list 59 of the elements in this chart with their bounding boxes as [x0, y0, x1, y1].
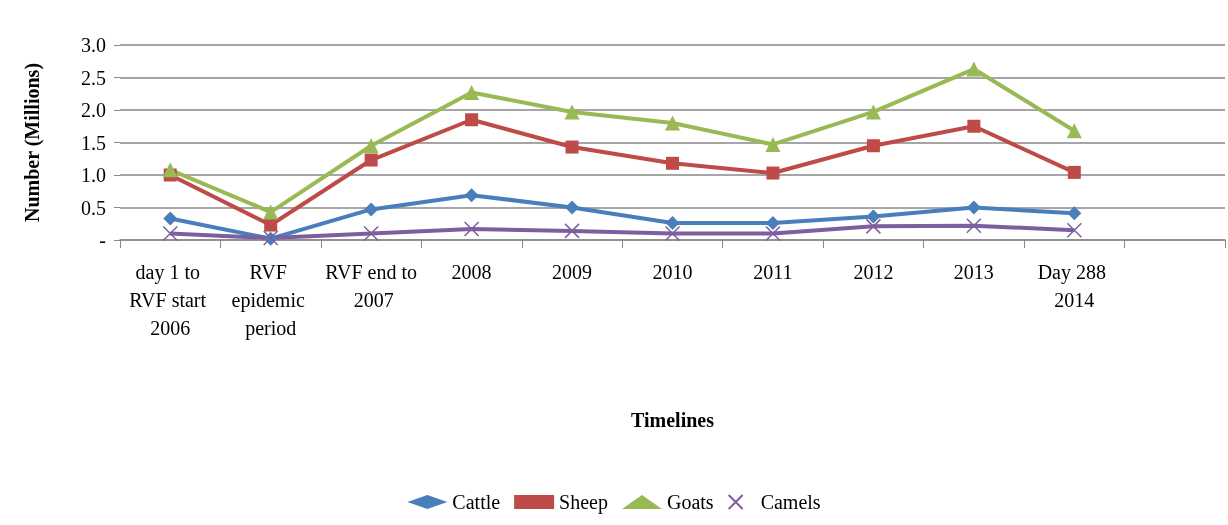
- point: [564, 104, 580, 120]
- point: [464, 84, 480, 100]
- point: [364, 202, 379, 217]
- point: [865, 104, 881, 120]
- y-tick-label: 2.5: [81, 66, 106, 89]
- point: [162, 162, 178, 178]
- point: [464, 188, 479, 203]
- point: [666, 156, 679, 170]
- point: [865, 218, 882, 235]
- point: [565, 200, 580, 215]
- x-axis-title: Timelines: [631, 409, 715, 431]
- point: [966, 217, 982, 234]
- y-axis-title: Number (Millions): [21, 62, 44, 223]
- y-tick-label: 1.0: [81, 164, 106, 186]
- x-tick-label: 2013: [953, 261, 994, 283]
- x-tick-label: RVF end to 2007: [325, 261, 418, 311]
- point: [463, 221, 480, 237]
- point: [967, 119, 981, 133]
- y-tick-label: 1.5: [81, 131, 106, 154]
- point: [765, 225, 781, 242]
- point: [565, 140, 579, 154]
- x-tick-label: Day 288 2014: [1037, 261, 1111, 311]
- point: [264, 218, 278, 232]
- legend-label: Cattle: [452, 491, 501, 513]
- point: [162, 225, 178, 242]
- x-tick-label: 2011: [753, 261, 793, 283]
- x-tick-label: 2012: [853, 261, 894, 283]
- point: [465, 113, 479, 127]
- point: [866, 139, 880, 153]
- point: [1066, 123, 1082, 139]
- point: [665, 115, 680, 131]
- x-tick-label: 2008: [451, 261, 492, 283]
- point: [1067, 165, 1081, 179]
- point: [1067, 206, 1082, 221]
- point: [966, 200, 981, 215]
- y-tick-label: -: [99, 229, 106, 251]
- point: [664, 225, 681, 242]
- x-tick-label: day 1 to RVF start 2006: [129, 261, 212, 339]
- point: [564, 223, 580, 239]
- point: [1066, 222, 1083, 238]
- point: [363, 138, 379, 154]
- legend-label: Goats: [667, 491, 714, 513]
- x-tick-label: 2010: [652, 261, 693, 283]
- point: [766, 166, 780, 180]
- point: [364, 153, 378, 167]
- y-tick-label: 0.5: [81, 196, 106, 219]
- point: [363, 225, 379, 242]
- point: [665, 216, 680, 231]
- point: [263, 204, 279, 220]
- point: [765, 136, 781, 152]
- legend-label: Sheep: [559, 491, 609, 514]
- y-tick-label: 3.0: [81, 34, 106, 56]
- point: [163, 211, 178, 226]
- legend-label: Camels: [760, 491, 821, 513]
- y-tick-label: 2.0: [81, 99, 106, 121]
- point: [866, 209, 881, 224]
- point: [966, 61, 982, 77]
- x-tick-label: RVF epidemic period: [231, 261, 310, 340]
- x-tick-label: 2009: [552, 261, 593, 283]
